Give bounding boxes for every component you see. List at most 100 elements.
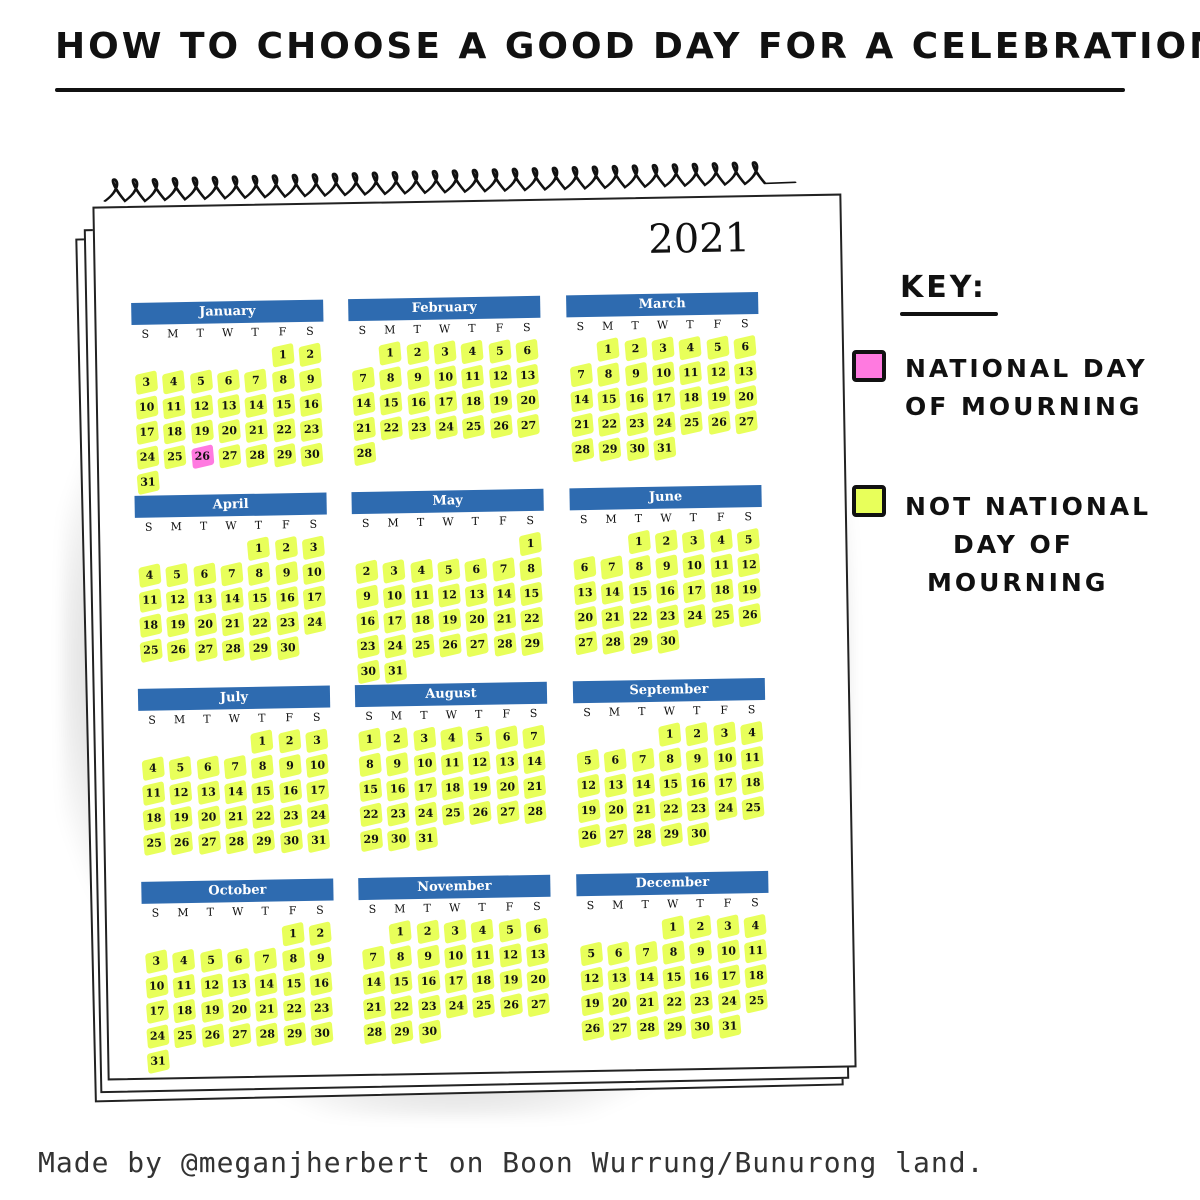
empty-day-cell xyxy=(271,467,299,492)
day-cell: 27 xyxy=(515,413,543,438)
weekday-label: W xyxy=(221,326,234,340)
empty-day-cell xyxy=(678,435,706,460)
not-mourning-swatch xyxy=(852,485,886,517)
day-cell: 12 xyxy=(198,972,226,997)
day-cell: 22 xyxy=(596,411,624,436)
day-cell: 29 xyxy=(281,1021,309,1046)
weekday-label: T xyxy=(258,711,266,725)
day-cell: 5 xyxy=(197,947,225,972)
empty-day-cell xyxy=(409,658,437,683)
day-cell: 28 xyxy=(569,437,597,462)
day-cell: 19 xyxy=(436,607,464,632)
week-row: 12 13 14 15 16 17 18 xyxy=(574,770,766,798)
calendar-sheet: 2021 January S M T W T F S 1 2 3 4 5 6 7 8 9 10 11 12 13 14 15… xyxy=(92,193,857,1081)
empty-day-cell xyxy=(169,923,197,948)
day-cell: 12 xyxy=(735,552,763,577)
empty-day-cell xyxy=(349,341,377,366)
day-cell: 9 xyxy=(276,753,304,778)
day-cell: 4 xyxy=(738,720,766,745)
empty-day-cell xyxy=(522,824,550,849)
week-row: 14 15 16 17 18 19 20 xyxy=(360,967,552,995)
day-cell: 18 xyxy=(677,385,705,410)
day-cell: 26 xyxy=(575,823,603,848)
day-cell: 2 xyxy=(383,726,411,751)
empty-day-cell xyxy=(434,532,462,557)
day-cell: 10 xyxy=(711,745,739,770)
weekday-label: T xyxy=(631,319,639,333)
day-cell: 16 xyxy=(415,969,443,994)
weekday-label: W xyxy=(225,519,237,533)
weekday-label: S xyxy=(747,703,756,717)
day-cell: 3 xyxy=(303,728,331,753)
weekday-label: M xyxy=(167,327,179,341)
weekday-label: S xyxy=(312,710,321,724)
weekday-label: M xyxy=(177,906,189,920)
day-cell: 15 xyxy=(249,778,277,803)
day-cell: 19 xyxy=(164,612,192,637)
day-cell: 8 xyxy=(517,556,545,581)
empty-day-cell xyxy=(570,530,598,555)
day-cell: 13 xyxy=(493,749,521,774)
day-cell: 1 xyxy=(386,919,414,944)
day-cell: 20 xyxy=(463,607,491,632)
key-underline xyxy=(900,312,998,316)
key-line: DAY OF xyxy=(953,530,1074,559)
day-cell: 1 xyxy=(245,536,273,561)
day-cell: 7 xyxy=(629,747,657,772)
empty-day-cell xyxy=(488,438,516,463)
weekday-label: W xyxy=(438,322,451,336)
weekday-label: W xyxy=(448,901,461,915)
day-cell: 2 xyxy=(272,535,300,560)
empty-day-cell xyxy=(190,536,218,561)
weekday-label: T xyxy=(203,712,211,726)
day-cell: 10 xyxy=(133,394,161,419)
day-cell: 6 xyxy=(571,555,599,580)
day-cell: 25 xyxy=(137,637,165,662)
day-cell: 10 xyxy=(411,751,439,776)
day-cell: 25 xyxy=(140,830,168,855)
day-cell: 21 xyxy=(521,774,549,799)
day-cell: 21 xyxy=(219,611,247,636)
empty-day-cell xyxy=(706,434,734,459)
weekday-label: T xyxy=(641,897,650,912)
day-cell: 23 xyxy=(298,417,326,442)
day-cell: 7 xyxy=(359,945,387,970)
weekday-label: S xyxy=(309,517,318,531)
day-cell: 17 xyxy=(133,419,161,444)
day-cell: 15 xyxy=(246,586,274,611)
empty-day-cell xyxy=(299,467,327,492)
week-row: 24 25 26 27 28 29 30 xyxy=(134,442,326,470)
day-cell: 28 xyxy=(243,443,271,468)
day-cell: 20 xyxy=(571,605,599,630)
mourning-swatch xyxy=(852,350,886,382)
empty-day-cell xyxy=(733,434,761,459)
day-cell: 7 xyxy=(221,754,249,779)
day-cell: 8 xyxy=(269,367,297,392)
day-cell: 21 xyxy=(222,804,250,829)
day-cell: 9 xyxy=(307,945,335,970)
day-cell: 12 xyxy=(167,780,195,805)
day-cell: 25 xyxy=(161,444,189,469)
empty-day-cell xyxy=(460,439,488,464)
day-cell: 2 xyxy=(414,919,442,944)
day-cell: 13 xyxy=(605,965,633,990)
day-cell: 12 xyxy=(435,582,463,607)
day-cell: 16 xyxy=(405,390,433,415)
day-cell: 28 xyxy=(253,1021,281,1046)
day-cell: 2 xyxy=(353,559,381,584)
empty-day-cell xyxy=(142,923,170,948)
day-cell: 8 xyxy=(249,753,277,778)
day-cell: 8 xyxy=(280,946,308,971)
day-cell: 14 xyxy=(253,971,281,996)
empty-day-cell xyxy=(494,824,522,849)
day-cell: 14 xyxy=(218,586,246,611)
day-cell: 23 xyxy=(274,610,302,635)
week-row: 28 29 30 31 xyxy=(569,434,761,462)
day-cell: 25 xyxy=(409,633,437,658)
day-cell: 3 xyxy=(132,369,160,394)
weekday-label: T xyxy=(206,905,215,919)
week-row: 11 12 13 14 15 16 17 xyxy=(136,585,328,613)
empty-day-cell xyxy=(743,1013,771,1038)
day-cell: 4 xyxy=(469,918,497,943)
